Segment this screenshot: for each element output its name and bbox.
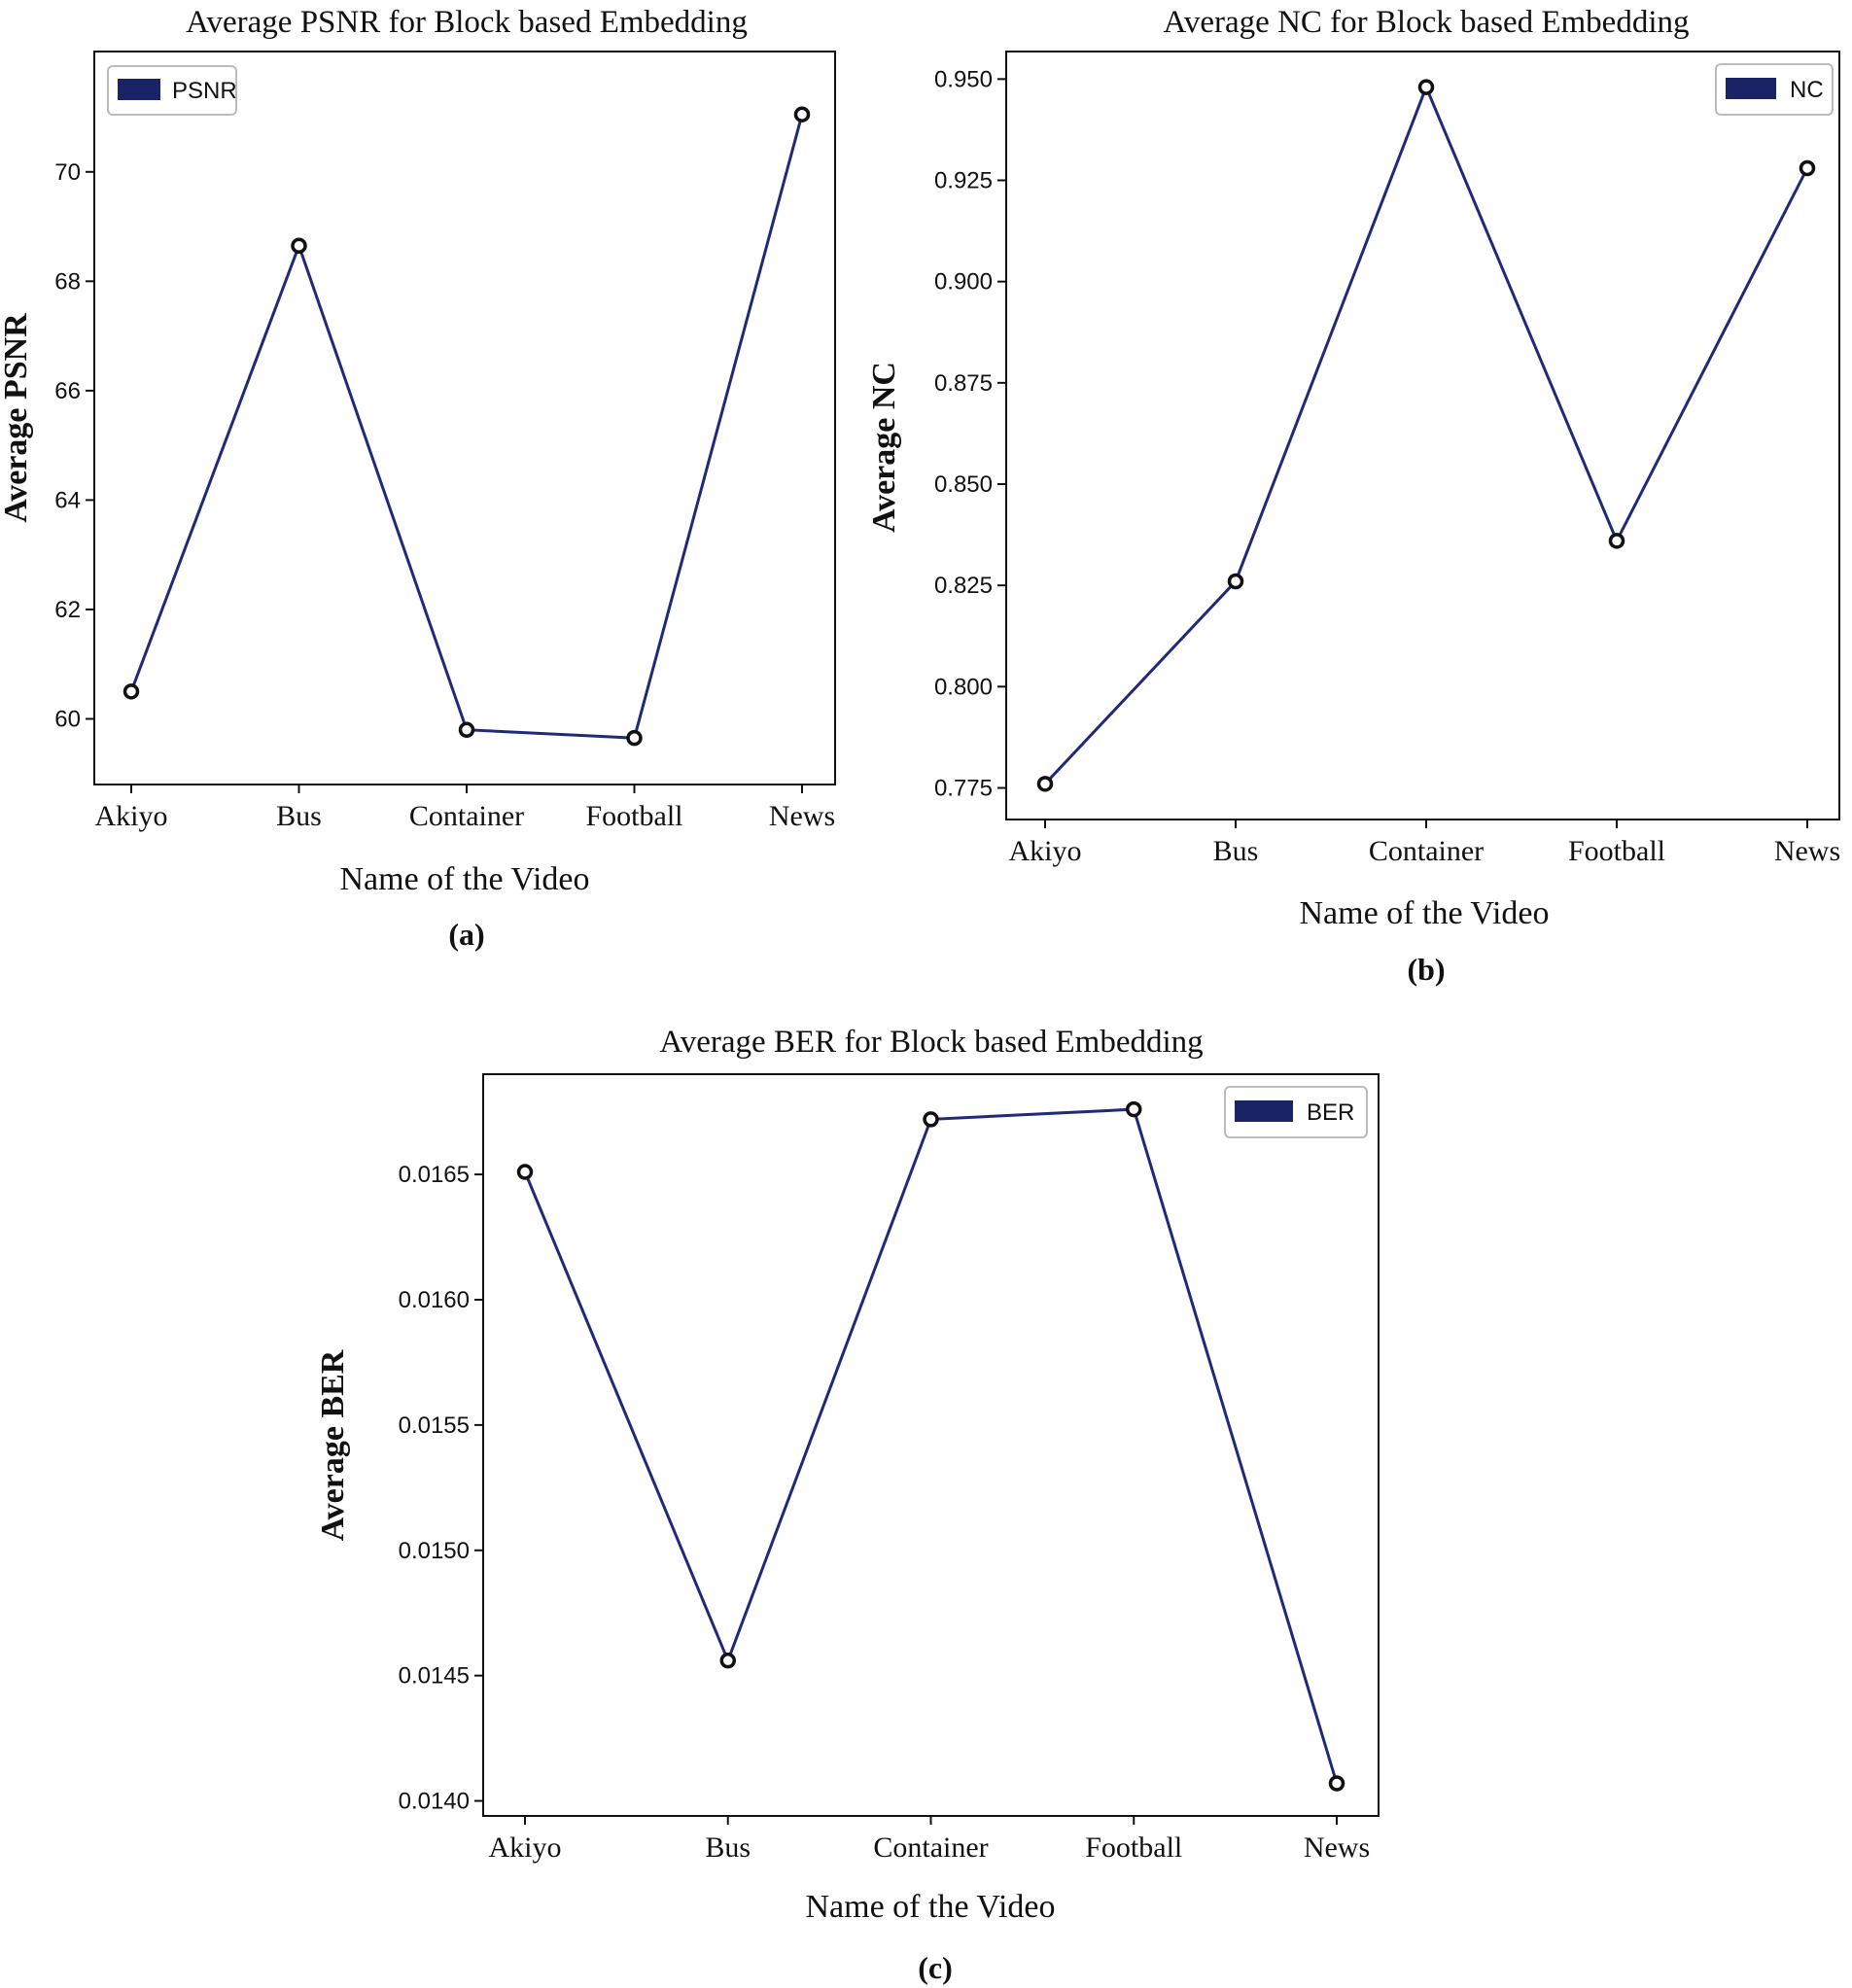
panel-caption: (b) bbox=[1407, 952, 1445, 987]
x-axis-ticks: Akiyo Bus Container Football News bbox=[1009, 820, 1840, 867]
plot-frame bbox=[1005, 51, 1840, 820]
chart-panel-nc: Average NC for Block based Embedding 0.7… bbox=[866, 5, 1840, 987]
legend-label: NC bbox=[1790, 77, 1824, 103]
chart-title: Average PSNR for Block based Embedding bbox=[186, 5, 748, 40]
x-tick-label: Bus bbox=[276, 800, 322, 832]
data-point bbox=[719, 1652, 736, 1669]
y-tick-label: 70 bbox=[54, 159, 81, 186]
x-tick-label: Football bbox=[585, 800, 682, 832]
y-tick-label: 66 bbox=[54, 378, 81, 404]
y-tick-label: 0.850 bbox=[934, 471, 993, 498]
data-point bbox=[1126, 1100, 1142, 1118]
x-axis-label: Name of the Video bbox=[806, 1889, 1056, 1925]
legend: PSNR bbox=[107, 65, 237, 116]
y-axis-ticks: 0.0140 0.0145 0.0150 0.0155 0.0160 0.0165 bbox=[399, 1162, 483, 1815]
legend-swatch bbox=[118, 79, 160, 100]
x-tick-label: Container bbox=[1369, 835, 1484, 867]
legend: BER bbox=[1224, 1086, 1368, 1138]
panel-caption: (c) bbox=[918, 1950, 953, 1985]
y-tick-label: 0.0160 bbox=[399, 1287, 470, 1313]
series-line bbox=[523, 1107, 1339, 1784]
y-tick-label: 0.0165 bbox=[399, 1162, 470, 1188]
legend-label: BER bbox=[1307, 1099, 1354, 1126]
y-axis-label: Average NC bbox=[866, 362, 902, 533]
data-points bbox=[122, 106, 811, 747]
y-tick-label: 62 bbox=[54, 597, 81, 623]
legend-frame bbox=[1224, 1086, 1368, 1138]
y-axis-label: Average BER bbox=[315, 1349, 351, 1541]
y-tick-label: 0.0140 bbox=[399, 1789, 470, 1815]
data-point bbox=[1608, 533, 1625, 549]
x-tick-label: News bbox=[1304, 1831, 1370, 1864]
x-axis-label: Name of the Video bbox=[1300, 895, 1550, 931]
y-tick-label: 0.0150 bbox=[399, 1538, 470, 1564]
y-tick-label: 0.825 bbox=[934, 573, 993, 599]
series-line bbox=[129, 114, 804, 740]
x-tick-label: Akiyo bbox=[489, 1831, 562, 1864]
x-tick-label: Bus bbox=[1213, 835, 1259, 867]
x-tick-label: Akiyo bbox=[1009, 835, 1082, 867]
data-point bbox=[1799, 159, 1816, 177]
y-axis-label: Average PSNR bbox=[0, 313, 34, 523]
data-point bbox=[626, 729, 643, 747]
data-point bbox=[923, 1111, 939, 1128]
data-point bbox=[458, 721, 475, 738]
legend-label: PSNR bbox=[172, 78, 237, 104]
series-line bbox=[1043, 83, 1809, 785]
x-tick-label: News bbox=[1774, 835, 1840, 867]
legend-swatch bbox=[1235, 1100, 1293, 1122]
data-point bbox=[1227, 573, 1244, 590]
y-tick-label: 0.875 bbox=[934, 370, 993, 397]
panel-caption: (a) bbox=[448, 917, 484, 952]
data-points bbox=[1036, 79, 1816, 792]
x-tick-label: Bus bbox=[705, 1831, 751, 1864]
y-axis-ticks: 0.775 0.800 0.825 0.850 0.875 0.900 0.925 0.950 bbox=[934, 66, 1006, 802]
data-point bbox=[793, 106, 811, 122]
x-tick-label: Akiyo bbox=[95, 800, 168, 832]
y-tick-label: 64 bbox=[54, 487, 81, 513]
plot-frame bbox=[482, 1073, 1380, 1817]
legend-frame bbox=[107, 65, 237, 116]
chart-panel-psnr: Average PSNR for Block based Embedding 6… bbox=[0, 5, 836, 952]
x-tick-label: Football bbox=[1568, 835, 1665, 867]
plot-frame bbox=[93, 51, 836, 785]
y-tick-label: 0.0155 bbox=[399, 1413, 470, 1439]
y-axis-ticks: 60 62 64 66 68 70 bbox=[54, 159, 94, 732]
x-axis-label: Name of the Video bbox=[340, 861, 590, 897]
chart-panel-ber: Average BER for Block based Embedding 0.… bbox=[315, 1025, 1380, 1985]
x-axis-ticks: Akiyo Bus Container Football News bbox=[95, 785, 835, 832]
y-tick-label: 0.775 bbox=[934, 776, 993, 802]
y-tick-label: 60 bbox=[54, 706, 81, 732]
x-tick-label: Football bbox=[1085, 1831, 1182, 1864]
data-point bbox=[1417, 79, 1435, 95]
data-point bbox=[122, 683, 140, 700]
data-points bbox=[516, 1100, 1345, 1792]
y-tick-label: 0.925 bbox=[934, 168, 993, 194]
x-tick-label: Container bbox=[409, 800, 524, 832]
y-tick-label: 0.800 bbox=[934, 674, 993, 700]
x-tick-label: Container bbox=[873, 1831, 988, 1864]
data-point bbox=[291, 237, 307, 255]
data-point bbox=[1036, 776, 1054, 792]
data-point bbox=[516, 1164, 534, 1180]
y-tick-label: 0.950 bbox=[934, 66, 993, 92]
data-point bbox=[1328, 1775, 1345, 1792]
chart-title: Average NC for Block based Embedding bbox=[1164, 5, 1690, 40]
legend: NC bbox=[1715, 63, 1834, 116]
x-axis-ticks: Akiyo Bus Container Football News bbox=[489, 1816, 1370, 1864]
y-tick-label: 68 bbox=[54, 268, 81, 295]
y-tick-label: 0.900 bbox=[934, 269, 993, 296]
x-tick-label: News bbox=[769, 800, 835, 832]
chart-title: Average BER for Block based Embedding bbox=[659, 1025, 1203, 1060]
y-tick-label: 0.0145 bbox=[399, 1663, 470, 1690]
legend-swatch bbox=[1726, 78, 1776, 99]
